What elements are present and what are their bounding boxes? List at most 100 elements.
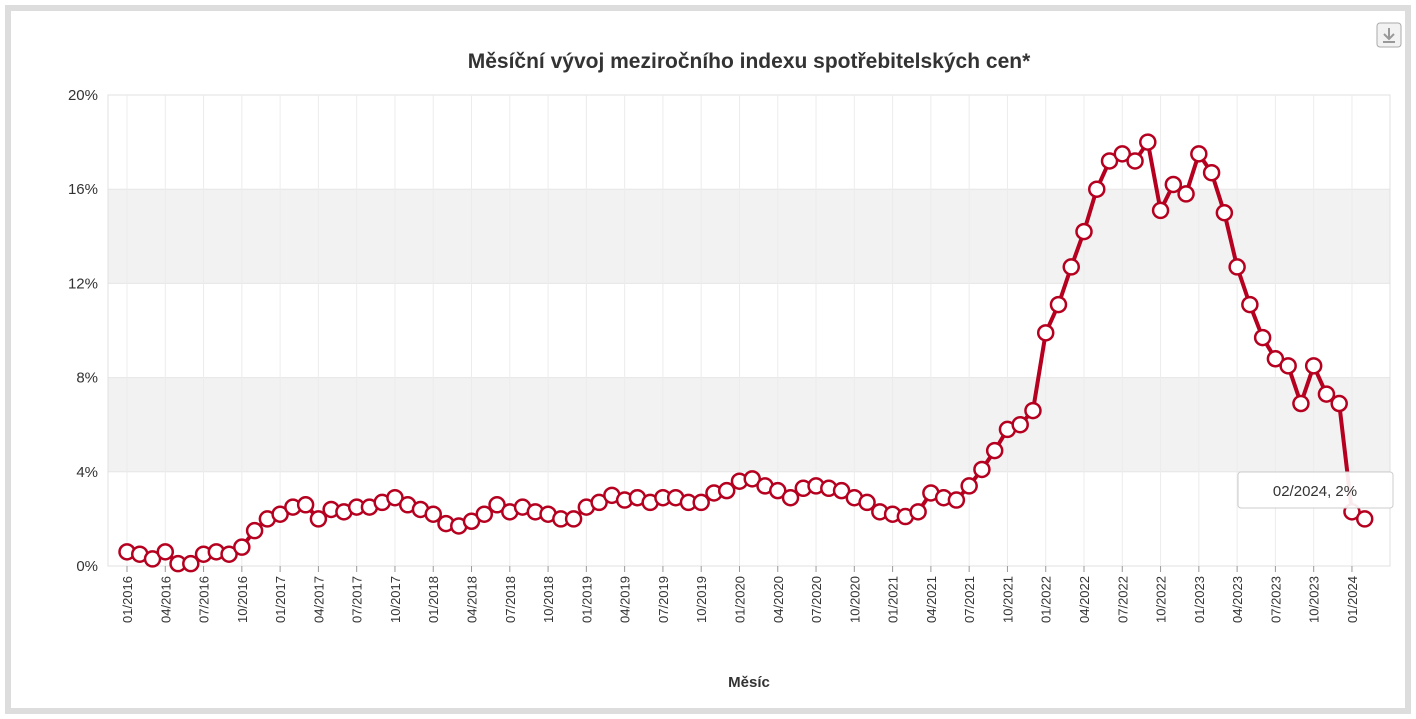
point-marker bbox=[386, 488, 404, 507]
x-tick-label: 01/2018 bbox=[426, 576, 441, 623]
point-marker bbox=[985, 441, 1004, 460]
point-marker bbox=[590, 493, 608, 512]
x-tick-label: 07/2016 bbox=[197, 576, 212, 623]
point-marker bbox=[1049, 295, 1068, 314]
point-marker bbox=[1190, 145, 1208, 163]
point-marker bbox=[1011, 415, 1029, 434]
x-tick-label: 10/2020 bbox=[847, 576, 862, 623]
x-tick-label: 01/2021 bbox=[886, 576, 901, 623]
point-marker bbox=[1024, 401, 1042, 420]
x-tick-label: 01/2023 bbox=[1192, 576, 1207, 623]
x-tick-label: 07/2020 bbox=[809, 576, 824, 623]
x-tick-label: 04/2016 bbox=[158, 576, 173, 623]
point-marker bbox=[462, 512, 481, 531]
point-marker bbox=[692, 493, 710, 512]
x-axis-label: Měsíc bbox=[728, 674, 770, 691]
download-button[interactable] bbox=[1376, 22, 1402, 48]
grid-band bbox=[108, 377, 1390, 472]
point-marker bbox=[1202, 163, 1221, 182]
point-marker bbox=[960, 477, 978, 495]
point-marker bbox=[1266, 350, 1285, 368]
point-marker bbox=[1151, 201, 1170, 220]
point-marker bbox=[475, 505, 494, 523]
point-marker bbox=[296, 496, 315, 514]
chart-frame bbox=[5, 5, 1411, 714]
tooltip-box bbox=[1237, 471, 1394, 509]
x-tick-label: 04/2022 bbox=[1077, 576, 1092, 623]
point-marker bbox=[1113, 145, 1132, 163]
point-marker bbox=[858, 493, 876, 512]
x-tick-label: 10/2021 bbox=[1000, 576, 1015, 623]
point-marker bbox=[781, 488, 800, 507]
x-tick-label: 01/2020 bbox=[732, 576, 747, 623]
point-marker bbox=[220, 545, 238, 563]
x-tick-label: 07/2022 bbox=[1115, 576, 1130, 623]
x-tick-label: 01/2016 bbox=[120, 576, 135, 623]
point-marker bbox=[1215, 204, 1234, 222]
point-marker bbox=[1330, 394, 1348, 413]
x-tick-label: 10/2022 bbox=[1154, 576, 1169, 623]
point-marker bbox=[233, 538, 251, 556]
plot-border bbox=[107, 94, 1391, 567]
x-tick-label: 07/2018 bbox=[503, 576, 518, 623]
point-marker bbox=[743, 470, 761, 488]
point-marker bbox=[717, 481, 736, 500]
point-marker bbox=[309, 510, 328, 528]
grid-band bbox=[108, 189, 1390, 284]
x-tick-label: 04/2021 bbox=[924, 576, 939, 623]
y-tick-label: 16% bbox=[68, 181, 98, 198]
point-marker bbox=[973, 460, 991, 479]
x-tick-label: 01/2024 bbox=[1345, 576, 1360, 623]
x-tick-label: 07/2023 bbox=[1268, 576, 1283, 623]
y-tick-label: 12% bbox=[68, 275, 98, 292]
y-tick-label: 8% bbox=[76, 370, 98, 387]
point-marker bbox=[182, 554, 200, 573]
point-marker bbox=[271, 505, 289, 523]
x-tick-label: 04/2020 bbox=[771, 576, 786, 623]
point-marker bbox=[245, 521, 264, 540]
y-tick-label: 20% bbox=[68, 87, 98, 104]
x-tick-label: 01/2019 bbox=[579, 576, 594, 623]
y-tick-label: 0% bbox=[76, 558, 98, 575]
point-marker bbox=[1292, 394, 1310, 413]
point-marker bbox=[1279, 357, 1297, 375]
x-tick-label: 04/2023 bbox=[1230, 576, 1245, 623]
point-marker bbox=[1164, 175, 1183, 194]
tooltip: 02/2024, 2% bbox=[1237, 471, 1394, 509]
x-tick-label: 01/2017 bbox=[273, 576, 288, 623]
point-marker bbox=[1177, 185, 1195, 203]
x-tick-label: 10/2019 bbox=[694, 576, 709, 623]
point-marker bbox=[1253, 328, 1272, 347]
point-marker bbox=[1241, 295, 1259, 314]
chart-title: Měsíční vývoj meziročního indexu spotřeb… bbox=[468, 50, 1031, 73]
point-marker bbox=[1228, 258, 1246, 276]
point-marker bbox=[1062, 258, 1080, 276]
x-tick-label: 07/2019 bbox=[656, 576, 671, 623]
point-marker bbox=[488, 496, 506, 514]
x-tick-label: 04/2018 bbox=[465, 576, 480, 623]
point-marker bbox=[1355, 510, 1374, 528]
x-tick-label: 10/2023 bbox=[1307, 576, 1322, 623]
point-marker bbox=[1317, 385, 1336, 403]
x-tick-label: 07/2017 bbox=[350, 576, 365, 623]
point-marker bbox=[1075, 222, 1093, 241]
point-marker bbox=[1100, 152, 1119, 170]
x-tick-label: 10/2016 bbox=[235, 576, 250, 623]
x-tick-label: 10/2018 bbox=[541, 576, 556, 623]
point-marker bbox=[947, 491, 966, 509]
x-tick-label: 01/2022 bbox=[1039, 576, 1054, 623]
point-marker bbox=[1139, 133, 1157, 151]
y-tick-label: 4% bbox=[76, 464, 98, 481]
x-tick-label: 07/2021 bbox=[962, 576, 977, 623]
x-tick-label: 04/2017 bbox=[311, 576, 326, 623]
point-marker bbox=[1126, 152, 1144, 170]
point-marker bbox=[1036, 324, 1055, 342]
point-marker bbox=[1088, 180, 1106, 198]
point-marker bbox=[832, 481, 851, 500]
tooltip-text: 02/2024, 2% bbox=[1273, 483, 1357, 500]
x-tick-label: 10/2017 bbox=[388, 576, 403, 623]
x-tick-label: 04/2019 bbox=[618, 576, 633, 623]
point-marker bbox=[909, 503, 927, 521]
point-marker bbox=[143, 550, 162, 568]
